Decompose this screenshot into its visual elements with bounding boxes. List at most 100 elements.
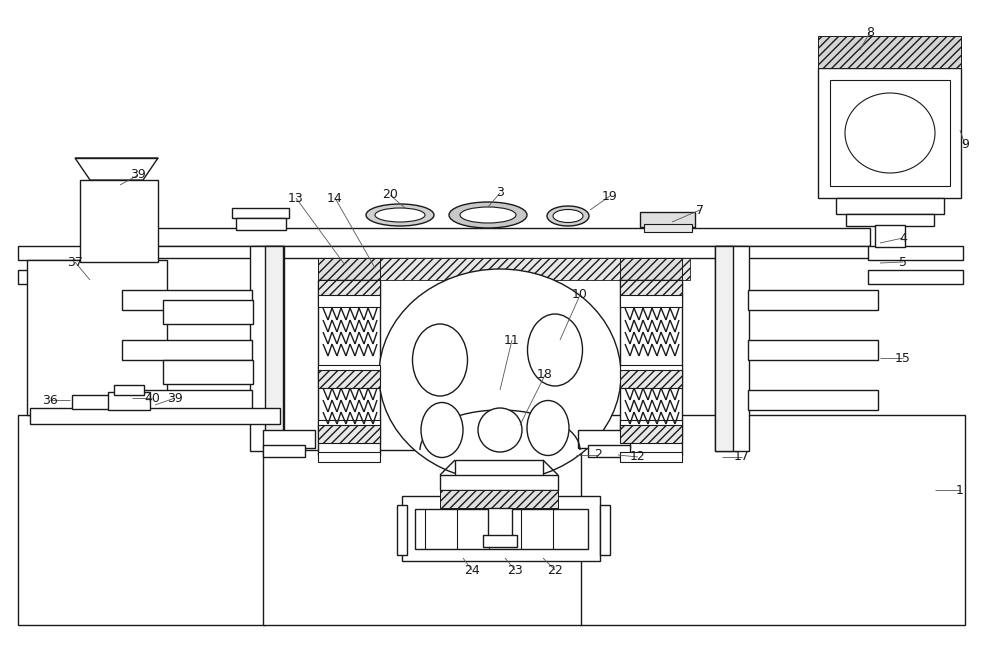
Bar (620, 452, 682, 462)
Bar (830, 80, 950, 186)
Bar (265, 246, 283, 451)
Text: 7: 7 (696, 203, 704, 216)
Bar (455, 460, 543, 480)
Bar (114, 385, 144, 395)
Bar (18, 246, 113, 260)
Ellipse shape (379, 269, 621, 481)
Ellipse shape (375, 208, 425, 222)
Bar (818, 36, 961, 68)
Bar (163, 360, 253, 384)
Text: 39: 39 (167, 392, 183, 405)
Bar (163, 300, 253, 324)
Bar (402, 496, 600, 561)
Bar (318, 420, 380, 432)
Ellipse shape (413, 324, 468, 396)
Text: 22: 22 (547, 563, 563, 576)
Bar (620, 425, 682, 443)
Bar (318, 370, 380, 388)
Bar (715, 246, 733, 451)
Text: 15: 15 (895, 351, 911, 365)
Text: 14: 14 (327, 191, 343, 205)
Ellipse shape (547, 206, 589, 226)
Bar (440, 490, 558, 508)
Bar (232, 208, 289, 218)
Bar (318, 295, 380, 307)
Bar (318, 258, 380, 460)
Bar (27, 260, 167, 415)
Ellipse shape (366, 204, 434, 226)
Bar (748, 390, 878, 410)
Bar (318, 280, 380, 298)
Bar (397, 505, 407, 555)
Polygon shape (75, 158, 158, 180)
Bar (440, 475, 558, 490)
Bar (620, 295, 682, 307)
Bar (263, 445, 305, 457)
Bar (318, 280, 380, 455)
Text: 1: 1 (956, 484, 964, 497)
Bar (868, 246, 963, 260)
Text: 18: 18 (537, 368, 553, 382)
Bar (846, 214, 934, 226)
Bar (318, 452, 380, 462)
Bar (488, 508, 512, 538)
Bar (836, 198, 944, 214)
Text: 10: 10 (572, 288, 588, 301)
Text: 11: 11 (504, 334, 520, 347)
Text: 39: 39 (130, 168, 146, 182)
Bar (250, 246, 284, 451)
Ellipse shape (845, 93, 935, 173)
Bar (644, 224, 692, 232)
Bar (108, 392, 150, 410)
Bar (620, 280, 682, 455)
Bar (122, 290, 252, 310)
Bar (715, 246, 749, 451)
Bar (18, 415, 266, 625)
Bar (483, 535, 517, 547)
Ellipse shape (449, 202, 527, 228)
Bar (72, 395, 127, 409)
Text: 37: 37 (67, 255, 83, 268)
Bar (620, 365, 682, 377)
Bar (580, 415, 965, 625)
Text: 17: 17 (734, 451, 750, 463)
Text: 23: 23 (507, 563, 523, 576)
Bar (440, 490, 558, 508)
Bar (122, 390, 252, 410)
Bar (80, 180, 158, 262)
Bar (110, 246, 870, 258)
Ellipse shape (528, 314, 582, 386)
Text: 40: 40 (144, 392, 160, 405)
Text: 4: 4 (899, 232, 907, 245)
Bar (578, 430, 630, 448)
Bar (415, 509, 588, 549)
Bar (868, 270, 963, 284)
Text: 13: 13 (288, 191, 304, 205)
Bar (588, 445, 630, 457)
Bar (620, 370, 682, 388)
Bar (600, 505, 610, 555)
Bar (620, 258, 682, 460)
Text: 8: 8 (866, 26, 874, 39)
Text: 12: 12 (630, 451, 646, 463)
Bar (18, 270, 113, 284)
Bar (748, 290, 878, 310)
Ellipse shape (421, 403, 463, 457)
Bar (122, 340, 252, 360)
Bar (875, 225, 905, 247)
Ellipse shape (527, 401, 569, 455)
Bar (748, 340, 878, 360)
Text: 20: 20 (382, 188, 398, 201)
Bar (30, 408, 280, 424)
Text: 36: 36 (42, 393, 58, 407)
Bar (263, 450, 581, 625)
Text: 9: 9 (961, 138, 969, 151)
Text: 2: 2 (594, 449, 602, 461)
Bar (320, 258, 690, 280)
Text: 5: 5 (899, 255, 907, 268)
Bar (620, 280, 682, 298)
Bar (318, 425, 380, 443)
Text: 3: 3 (496, 186, 504, 199)
Bar (640, 212, 695, 227)
Bar (818, 68, 961, 198)
